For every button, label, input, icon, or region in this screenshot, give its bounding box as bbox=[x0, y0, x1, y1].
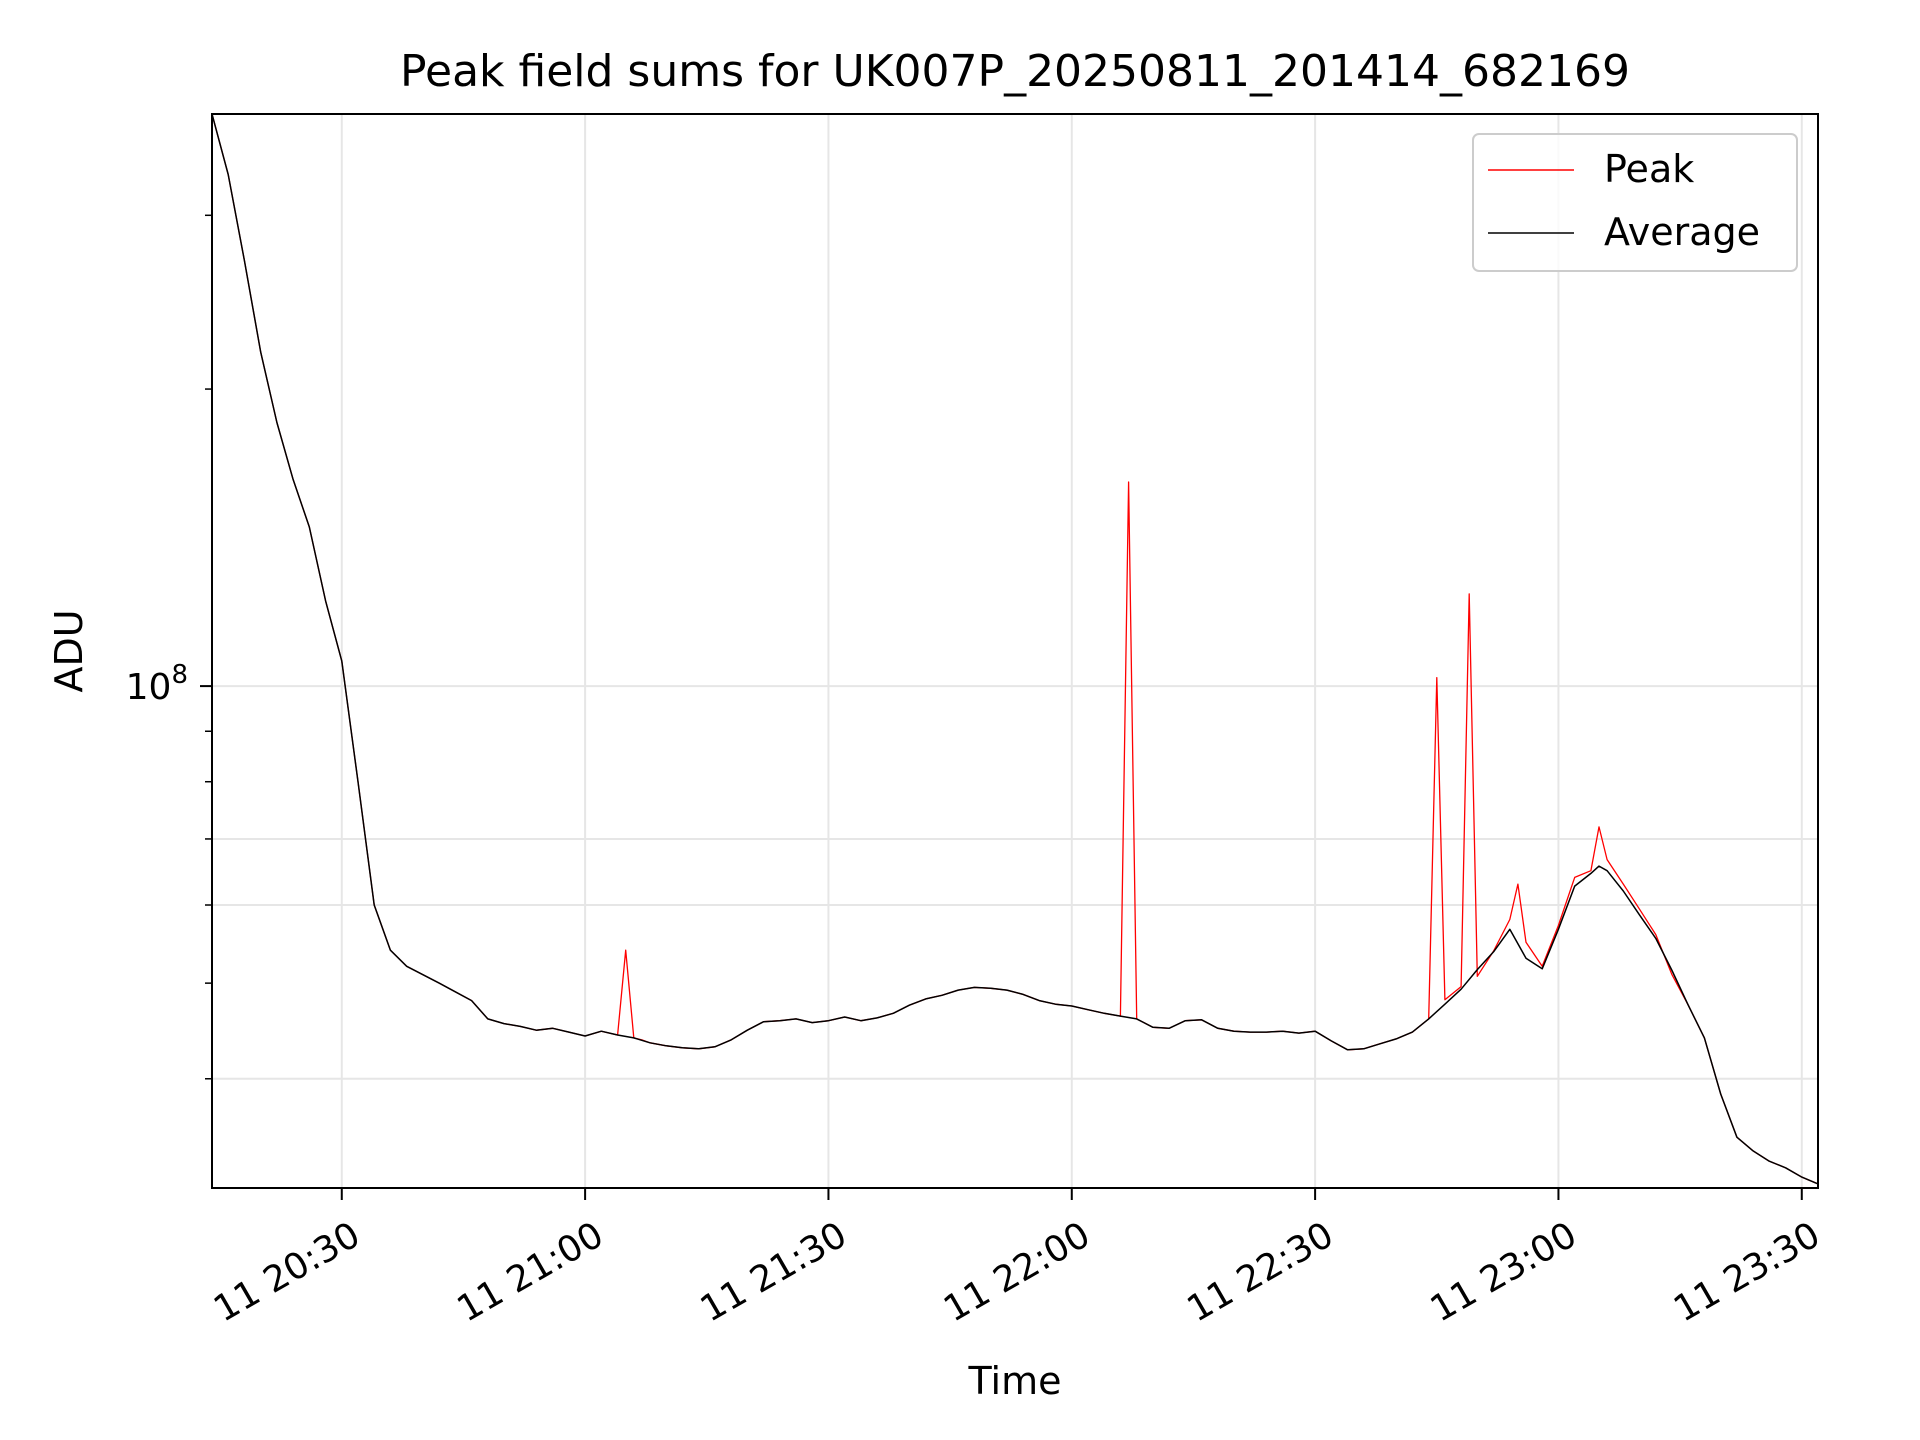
x-axis-label: Time bbox=[968, 1359, 1062, 1403]
legend-box bbox=[1472, 133, 1798, 272]
legend-peak-label: Peak bbox=[1604, 147, 1694, 191]
legend-average-label: Average bbox=[1604, 210, 1760, 254]
y-axis-label: ADU bbox=[47, 609, 91, 692]
chart-title: Peak field sums for UK007P_20250811_2014… bbox=[400, 46, 1630, 97]
grid-lines bbox=[212, 114, 1818, 1188]
plot-frame bbox=[211, 113, 1819, 1189]
series-average-line bbox=[211, 113, 1819, 1185]
y-tick-label: 108 bbox=[126, 660, 188, 708]
y-axis-ticks: 108 bbox=[126, 214, 212, 1080]
plot-area bbox=[211, 113, 1819, 1185]
legend: Peak Average bbox=[1472, 133, 1798, 272]
